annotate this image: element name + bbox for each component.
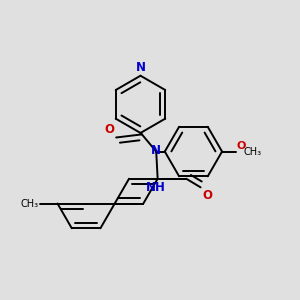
Text: CH₃: CH₃ <box>243 148 261 158</box>
Text: O: O <box>237 141 246 151</box>
Text: CH₃: CH₃ <box>21 199 39 208</box>
Text: O: O <box>105 123 115 136</box>
Text: NH: NH <box>146 181 166 194</box>
Text: O: O <box>202 189 212 202</box>
Text: N: N <box>151 144 160 158</box>
Text: N: N <box>136 61 146 74</box>
